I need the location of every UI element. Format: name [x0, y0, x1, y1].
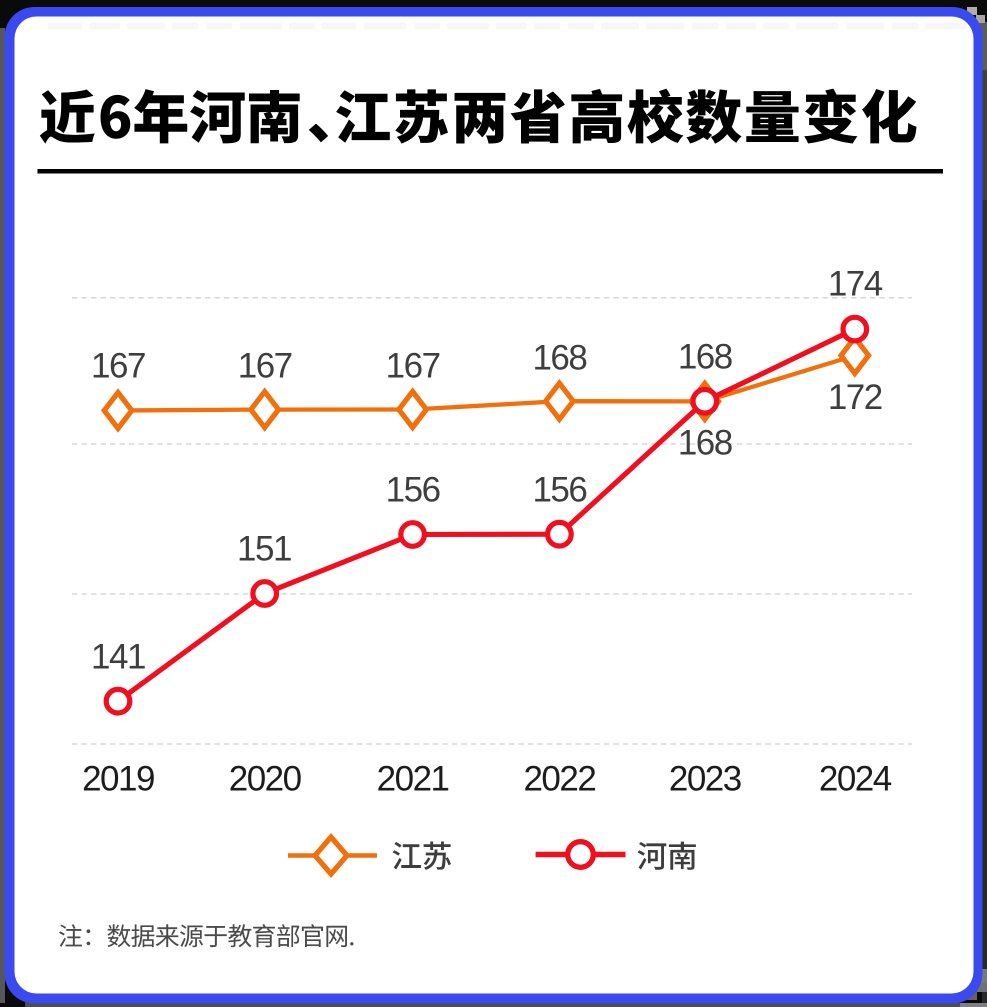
- svg-text:2019: 2019: [82, 760, 154, 799]
- svg-text:2020: 2020: [229, 760, 302, 799]
- svg-text:167: 167: [238, 347, 292, 386]
- svg-text:141: 141: [91, 638, 145, 677]
- svg-text:168: 168: [678, 338, 732, 377]
- svg-text:151: 151: [237, 530, 291, 569]
- svg-text:156: 156: [532, 471, 586, 510]
- svg-text:168: 168: [678, 424, 732, 463]
- svg-text:2023: 2023: [669, 760, 741, 799]
- svg-text:168: 168: [532, 339, 586, 378]
- svg-text:2021: 2021: [377, 760, 449, 799]
- svg-text:172: 172: [828, 378, 882, 417]
- svg-text:167: 167: [386, 347, 440, 386]
- svg-text:2024: 2024: [819, 760, 892, 799]
- svg-text:167: 167: [91, 347, 145, 386]
- svg-text:156: 156: [386, 471, 440, 510]
- svg-text:174: 174: [828, 265, 883, 304]
- svg-text:2022: 2022: [523, 760, 595, 799]
